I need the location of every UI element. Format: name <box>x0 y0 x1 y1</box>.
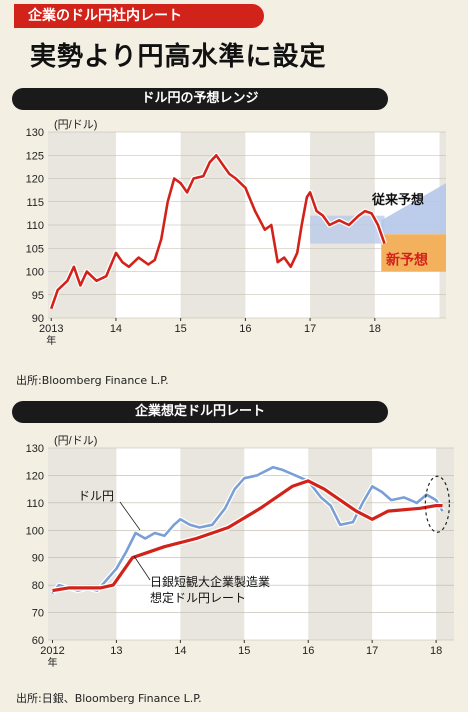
x-tick-label: 17 <box>366 645 378 657</box>
x-tick-label: 14 <box>174 645 186 657</box>
x-tick-label: 16 <box>302 645 314 657</box>
header-tag: 企業のドル円社内レート <box>14 4 264 28</box>
y-tick-label: 90 <box>32 553 44 565</box>
y-tick-label: 120 <box>26 174 44 186</box>
y-tick-label: 110 <box>26 498 44 510</box>
headline: 実勢より円高水準に設定 <box>30 42 327 72</box>
x-tick-label-unit: 年 <box>46 334 56 347</box>
usdjpy-line <box>51 465 444 595</box>
y-tick-label: 70 <box>32 608 44 620</box>
chart1-source: 出所:Bloomberg Finance L.P. <box>16 374 169 387</box>
new-forecast-band <box>381 234 446 272</box>
x-tick-label: 15 <box>238 645 250 657</box>
series-label-usdjpy: ドル円 <box>78 489 114 503</box>
y-tick-label: 110 <box>26 220 44 232</box>
boj-assumed-rate-line <box>52 479 443 593</box>
x-tick-label: 16 <box>239 323 251 335</box>
y-tick-label: 130 <box>26 127 44 139</box>
y-tick-label: 90 <box>32 313 44 325</box>
y-tick-label: 95 <box>32 290 44 302</box>
history-band <box>310 215 385 244</box>
leader-line <box>133 555 151 581</box>
y-tick-label: 120 <box>26 470 44 482</box>
chart1-title: ドル円の予想レンジ <box>12 88 388 110</box>
y-tick-label: 105 <box>26 243 44 255</box>
highlight-ellipse <box>424 475 450 533</box>
chart2-source: 出所:日銀、Bloomberg Finance L.P. <box>16 692 202 705</box>
usdjpy-line <box>49 154 386 310</box>
new-forecast-label: 新予想 <box>386 252 428 268</box>
series-label-boj-line1: 日銀短観大企業製造業 <box>150 574 270 589</box>
year-band <box>372 448 437 640</box>
x-tick-label: 14 <box>110 323 122 335</box>
leader-line <box>119 501 141 531</box>
x-tick-label-unit: 年 <box>47 656 57 669</box>
y-tick-label: 80 <box>32 580 44 592</box>
y-tick-label: 100 <box>26 267 44 279</box>
x-tick-label: 13 <box>110 645 122 657</box>
x-tick-label: 18 <box>369 323 381 335</box>
x-tick-label: 18 <box>430 645 442 657</box>
x-tick-label: 2012 <box>40 645 64 657</box>
y-tick-label: 125 <box>26 150 44 162</box>
y-axis-label: (円/ドル) <box>54 435 97 447</box>
series-label-boj-line2: 想定ドル円レート <box>150 590 246 605</box>
y-tick-label: 100 <box>26 525 44 537</box>
y-axis-label: (円/ドル) <box>54 119 97 131</box>
y-tick-label: 115 <box>26 197 44 209</box>
old-forecast-label: 従来予想 <box>371 192 424 207</box>
old-forecast-band <box>381 183 446 235</box>
x-tick-label: 2013 <box>39 323 63 335</box>
y-tick-label: 60 <box>32 635 44 647</box>
x-tick-label: 17 <box>304 323 316 335</box>
x-tick-label: 15 <box>175 323 187 335</box>
year-band <box>244 448 309 640</box>
chart2-title: 企業想定ドル円レート <box>12 401 388 423</box>
y-tick-label: 130 <box>26 443 44 455</box>
